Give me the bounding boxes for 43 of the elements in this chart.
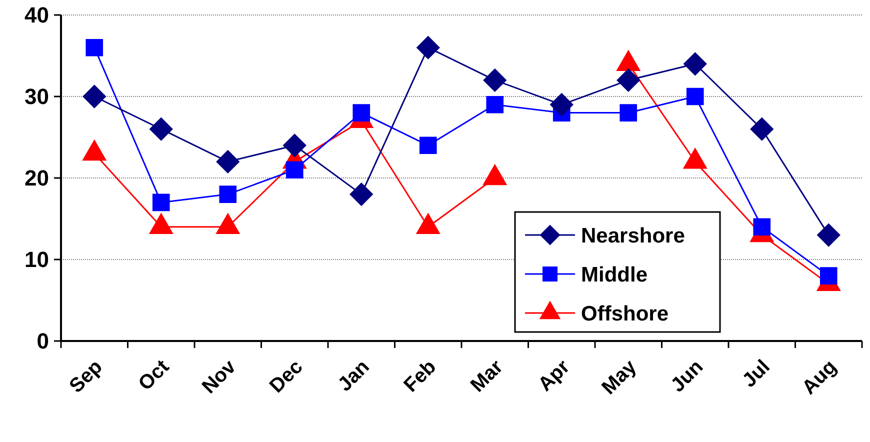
legend-label: Offshore: [581, 302, 669, 326]
point: [286, 161, 304, 179]
legend-label: Middle: [581, 263, 648, 286]
point: [683, 52, 707, 76]
x-tick-label: Aug: [798, 356, 842, 399]
x-tick-label: Dec: [266, 356, 308, 398]
point: [219, 186, 237, 203]
point: [753, 218, 771, 236]
x-tick-label: Oct: [134, 356, 174, 396]
point: [216, 150, 240, 174]
x-tick-label: May: [598, 355, 642, 399]
point: [419, 136, 437, 154]
x-tick-label: Jul: [738, 356, 774, 392]
y-tick-label: 20: [24, 166, 49, 191]
x-tick-label: Jun: [666, 356, 708, 397]
point: [616, 68, 640, 92]
point: [820, 267, 838, 284]
y-tick-label: 0: [36, 328, 49, 354]
point: [486, 96, 504, 114]
point: [86, 38, 104, 56]
y-tick-label: 30: [24, 84, 49, 110]
point: [152, 194, 170, 212]
point: [483, 68, 507, 92]
point: [416, 36, 440, 60]
point: [620, 104, 638, 122]
point: [550, 92, 574, 116]
point: [82, 84, 106, 108]
legend-label: Nearshore: [581, 224, 685, 248]
x-tick-label: Jan: [334, 356, 374, 396]
point: [816, 223, 840, 247]
x-tick-label: Nov: [198, 355, 241, 398]
x-tick-label: Mar: [466, 356, 508, 397]
y-tick-label: 40: [24, 2, 49, 28]
point: [686, 88, 704, 106]
point: [149, 117, 173, 141]
y-tick-label: 10: [24, 247, 49, 272]
point: [282, 134, 306, 158]
point: [350, 182, 374, 206]
x-tick-label: Apr: [534, 356, 574, 396]
point: [750, 117, 774, 141]
x-tick-label: Feb: [400, 356, 441, 397]
point: [352, 104, 370, 122]
x-tick-label: Sep: [65, 356, 107, 398]
